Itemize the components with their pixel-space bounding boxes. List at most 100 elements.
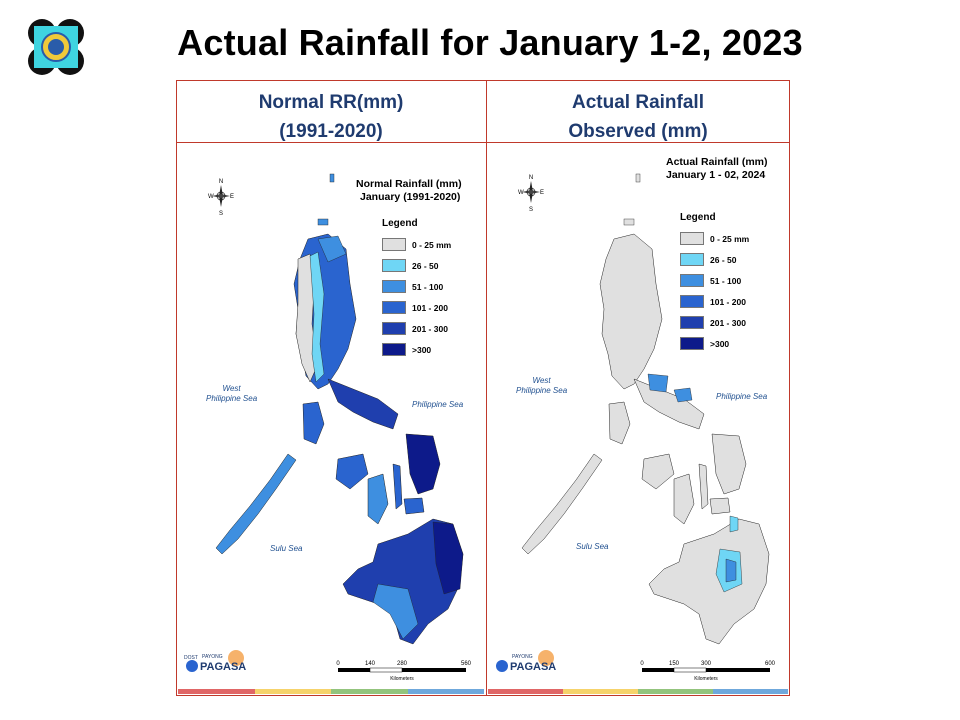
panay-island bbox=[335, 453, 369, 490]
compass-e: E bbox=[230, 194, 234, 200]
sea-label-south: Sulu Sea bbox=[576, 542, 609, 551]
legend-swatch bbox=[382, 259, 406, 272]
svg-text:Kilometers: Kilometers bbox=[694, 676, 718, 682]
panay-island bbox=[641, 453, 675, 490]
legend-label: 51 - 100 bbox=[412, 281, 444, 292]
legend-label: 26 - 50 bbox=[710, 254, 737, 265]
legend-label: 201 - 300 bbox=[412, 323, 448, 334]
luzon-north bbox=[317, 235, 347, 263]
normal-map-legend: Legend 0 - 25 mm 26 - 50 51 - 100 101 - 200… bbox=[382, 218, 451, 360]
actual-rainfall-map-panel: N S W E Actual Rainfall (mm) January 1 -… bbox=[488, 144, 788, 694]
svg-text:PAYONG: PAYONG bbox=[512, 654, 533, 660]
svg-text:300: 300 bbox=[701, 661, 712, 667]
legend-label: 101 - 200 bbox=[710, 296, 746, 307]
legend-title: Legend bbox=[382, 218, 418, 229]
normal-map-title: Normal Rainfall (mm) January (1991-2020) bbox=[356, 178, 462, 204]
pagasa-logo: PAYONG PAGASA bbox=[184, 648, 248, 678]
sea-label-west: West Philippine Sea bbox=[516, 376, 568, 395]
sea-label-west: West Philippine Sea bbox=[206, 384, 257, 404]
mindanao-north-rain bbox=[729, 515, 739, 533]
legend-swatch bbox=[382, 301, 406, 314]
left-header-line2: (1991-2020) bbox=[279, 121, 383, 142]
stripe-segment bbox=[254, 689, 331, 694]
palawan-island bbox=[215, 453, 297, 555]
svg-text:W: W bbox=[518, 190, 524, 196]
brand-color-stripe bbox=[488, 689, 788, 694]
svg-text:Kilometers: Kilometers bbox=[390, 676, 414, 682]
bohol-island bbox=[403, 497, 425, 515]
bicol-rain-patch bbox=[647, 373, 669, 393]
stripe-segment bbox=[713, 689, 788, 694]
sea-label-east: Philippine Sea bbox=[412, 400, 464, 409]
brand-color-stripe bbox=[178, 689, 484, 694]
samar-leyte bbox=[405, 433, 441, 495]
legend-items: 0 - 25 mm 26 - 50 51 - 100 101 - 200 201 - 3… bbox=[382, 234, 451, 360]
batanes-islands bbox=[329, 173, 335, 183]
compass-n: N bbox=[219, 179, 223, 185]
actual-map-legend: Legend 0 - 25 mm 26 - 50 51 - 100 101 - 200… bbox=[680, 212, 749, 354]
mindoro-island bbox=[608, 401, 631, 445]
bohol-island bbox=[709, 497, 731, 515]
stripe-segment bbox=[178, 689, 255, 694]
map-scale-bar: 0 140 280 560 Kilometers bbox=[332, 658, 472, 684]
legend-swatch bbox=[680, 316, 704, 329]
babuyan-islands bbox=[317, 218, 329, 226]
legend-swatch bbox=[680, 232, 704, 245]
legend-row: 26 - 50 bbox=[382, 255, 451, 276]
bicol-region bbox=[633, 378, 705, 430]
normal-rainfall-map-panel: N S W E Normal Rainfall (mm) January (19… bbox=[178, 144, 484, 694]
legend-label: >300 bbox=[412, 344, 432, 355]
legend-swatch bbox=[680, 295, 704, 308]
legend-row: 201 - 300 bbox=[680, 312, 749, 333]
legend-title: Legend bbox=[680, 212, 716, 223]
legend-label: >300 bbox=[710, 338, 730, 349]
header-divider bbox=[176, 142, 790, 143]
svg-text:DOST: DOST bbox=[184, 655, 198, 661]
map-scale-bar: 0 150 300 600 Kilometers bbox=[636, 658, 780, 684]
negros-island bbox=[673, 473, 695, 525]
legend-row: 101 - 200 bbox=[680, 291, 749, 312]
stripe-segment bbox=[638, 689, 713, 694]
legend-row: >300 bbox=[382, 339, 451, 360]
dost-prefix: DOST bbox=[184, 648, 204, 661]
stripe-segment bbox=[488, 689, 563, 694]
legend-items: 0 - 25 mm 26 - 50 51 - 100 101 - 200 201 - 3… bbox=[680, 228, 749, 354]
legend-swatch bbox=[382, 322, 406, 335]
svg-text:600: 600 bbox=[765, 661, 776, 667]
legend-row: 201 - 300 bbox=[382, 318, 451, 339]
legend-swatch bbox=[680, 253, 704, 266]
legend-row: 0 - 25 mm bbox=[680, 228, 749, 249]
batanes-islands bbox=[635, 173, 641, 183]
samar-leyte bbox=[711, 433, 747, 495]
legend-label: 201 - 300 bbox=[710, 317, 746, 328]
svg-text:E: E bbox=[540, 190, 544, 196]
legend-swatch bbox=[382, 280, 406, 293]
actual-map-title-line2: January 1 - 02, 2024 bbox=[666, 169, 766, 181]
svg-text:150: 150 bbox=[669, 661, 680, 667]
mindanao-south bbox=[372, 583, 419, 640]
actual-map-title-line1: Actual Rainfall (mm) bbox=[666, 156, 768, 168]
svg-text:S: S bbox=[529, 207, 533, 212]
right-column-header: Actual Rainfall Observed (mm) bbox=[488, 88, 788, 146]
cebu-island bbox=[698, 463, 709, 510]
svg-text:560: 560 bbox=[461, 661, 472, 667]
map-comparison-frame bbox=[176, 80, 790, 696]
legend-label: 0 - 25 mm bbox=[412, 239, 452, 250]
legend-swatch bbox=[382, 238, 406, 251]
negros-island bbox=[367, 473, 389, 525]
actual-rainfall-map bbox=[521, 173, 770, 645]
mindanao-east bbox=[432, 521, 464, 595]
sea-label-west-line1: West bbox=[222, 384, 241, 393]
normal-map-title-line1: Normal Rainfall (mm) bbox=[356, 178, 462, 190]
normal-map-title-line2: January (1991-2020) bbox=[360, 191, 461, 203]
legend-row: >300 bbox=[680, 333, 749, 354]
stripe-segment bbox=[407, 689, 484, 694]
svg-text:280: 280 bbox=[397, 661, 408, 667]
svg-text:PAGASA: PAGASA bbox=[200, 661, 246, 673]
legend-swatch bbox=[382, 343, 406, 356]
legend-label: 101 - 200 bbox=[412, 302, 448, 313]
mindanao-island bbox=[342, 518, 464, 645]
bicol-rain-patch-2 bbox=[673, 387, 693, 403]
legend-row: 101 - 200 bbox=[382, 297, 451, 318]
palawan-island bbox=[521, 453, 603, 555]
